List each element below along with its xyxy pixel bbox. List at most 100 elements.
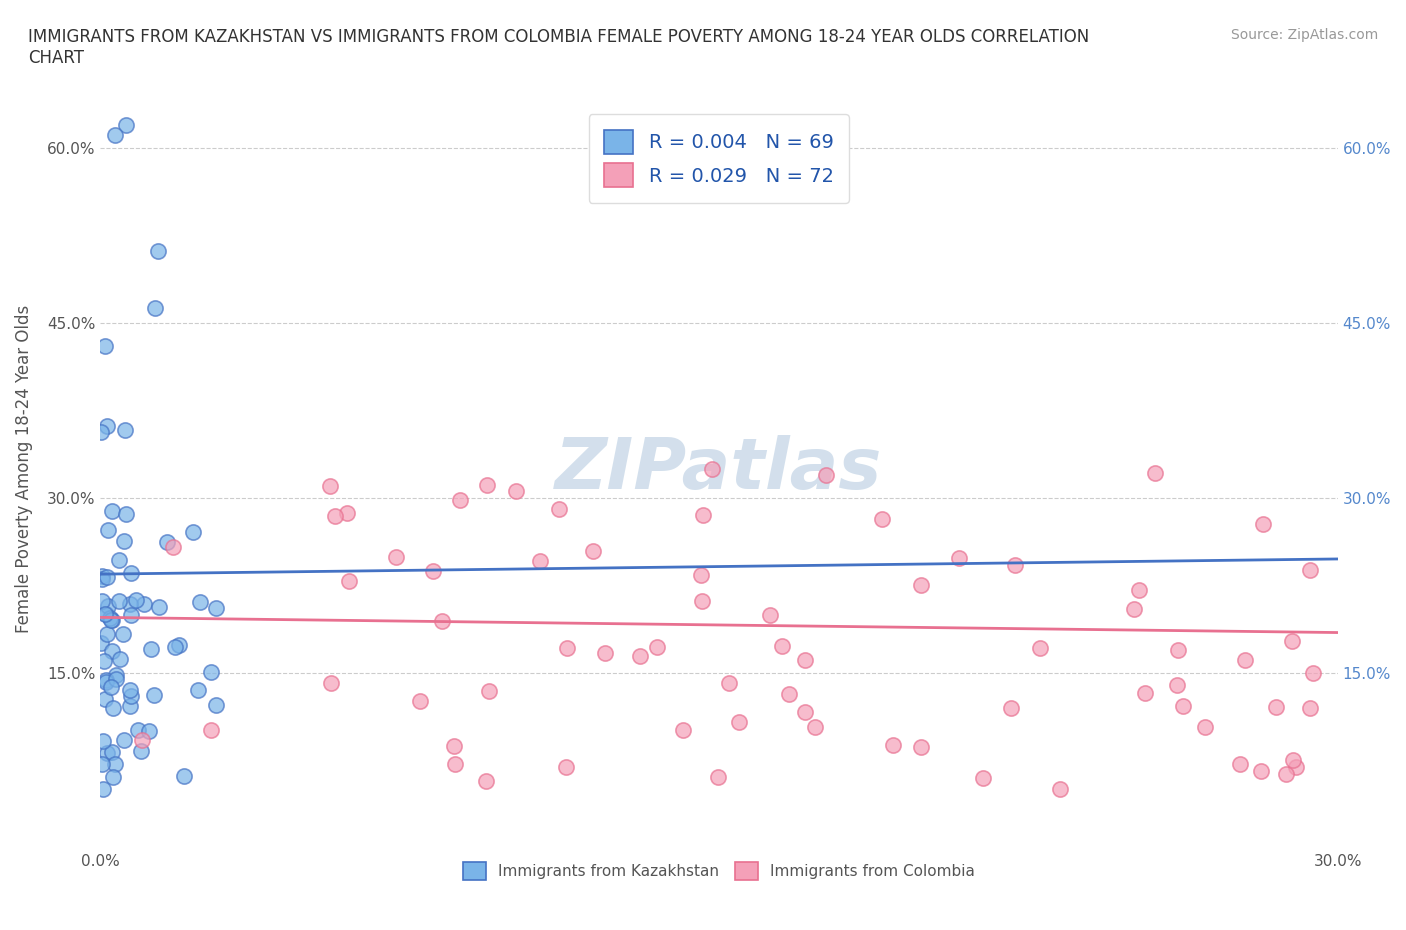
Point	[93, 339, 115, 353]
Point	[882, 737, 904, 752]
Point	[90, 635, 112, 650]
Point	[548, 501, 571, 516]
Point	[148, 599, 170, 614]
Point	[1167, 643, 1189, 658]
Point	[103, 700, 125, 715]
Point	[1122, 602, 1144, 617]
Point	[727, 714, 749, 729]
Point	[181, 525, 204, 539]
Point	[121, 607, 143, 622]
Point	[110, 651, 132, 666]
Point	[1166, 677, 1188, 692]
Point	[100, 504, 122, 519]
Point	[148, 244, 170, 259]
Point	[129, 743, 152, 758]
Point	[430, 614, 453, 629]
Point	[778, 686, 800, 701]
Point	[443, 738, 465, 753]
Point	[91, 782, 114, 797]
Point	[105, 671, 128, 686]
Point	[91, 734, 114, 749]
Point	[555, 760, 578, 775]
Point	[770, 638, 793, 653]
Point	[132, 597, 155, 612]
Point	[139, 642, 162, 657]
Point	[910, 739, 932, 754]
Point	[700, 461, 723, 476]
Point	[173, 769, 195, 784]
Point	[718, 676, 741, 691]
Point	[100, 745, 122, 760]
Point	[505, 484, 527, 498]
Point	[125, 592, 148, 607]
Point	[188, 595, 211, 610]
Point	[690, 593, 713, 608]
Point	[108, 594, 131, 609]
Point	[475, 477, 498, 492]
Point	[1264, 699, 1286, 714]
Point	[104, 757, 127, 772]
Point	[1229, 756, 1251, 771]
Point	[555, 641, 578, 656]
Point	[475, 774, 498, 789]
Point	[98, 611, 121, 626]
Point	[385, 549, 408, 564]
Point	[115, 117, 138, 132]
Point	[870, 512, 893, 527]
Point	[120, 565, 142, 580]
Point	[108, 552, 131, 567]
Point	[90, 425, 112, 440]
Point	[91, 593, 114, 608]
Point	[94, 606, 117, 621]
Point	[1274, 766, 1296, 781]
Point	[1250, 764, 1272, 778]
Point	[204, 698, 226, 712]
Y-axis label: Female Poverty Among 18-24 Year Olds: Female Poverty Among 18-24 Year Olds	[15, 305, 32, 633]
Point	[1004, 558, 1026, 573]
Point	[336, 505, 359, 520]
Point	[1285, 760, 1308, 775]
Point	[120, 688, 142, 703]
Point	[815, 467, 838, 482]
Point	[478, 684, 501, 698]
Point	[93, 653, 115, 668]
Point	[118, 698, 141, 713]
Point	[101, 770, 124, 785]
Point	[630, 648, 652, 663]
Point	[690, 568, 713, 583]
Point	[1253, 516, 1275, 531]
Point	[94, 692, 117, 707]
Point	[100, 613, 122, 628]
Point	[1194, 719, 1216, 734]
Point	[96, 569, 118, 584]
Point	[1281, 633, 1303, 648]
Point	[422, 564, 444, 578]
Point	[94, 672, 117, 687]
Point	[1299, 563, 1322, 578]
Point	[450, 493, 472, 508]
Point	[162, 539, 184, 554]
Point	[1029, 641, 1052, 656]
Point	[794, 704, 817, 719]
Legend: R = 0.004   N = 69, R = 0.029   N = 72: R = 0.004 N = 69, R = 0.029 N = 72	[589, 114, 849, 203]
Point	[96, 674, 118, 689]
Point	[529, 554, 551, 569]
Point	[156, 535, 179, 550]
Point	[187, 683, 209, 698]
Point	[120, 596, 142, 611]
Point	[97, 523, 120, 538]
Point	[582, 544, 605, 559]
Point	[804, 719, 827, 734]
Point	[104, 667, 127, 682]
Point	[321, 675, 343, 690]
Point	[1133, 685, 1156, 700]
Point	[794, 652, 817, 667]
Point	[948, 551, 970, 565]
Point	[972, 770, 994, 785]
Text: ZIPatlas: ZIPatlas	[555, 434, 883, 503]
Point	[707, 769, 730, 784]
Point	[759, 607, 782, 622]
Point	[444, 756, 467, 771]
Point	[101, 612, 124, 627]
Point	[120, 683, 142, 698]
